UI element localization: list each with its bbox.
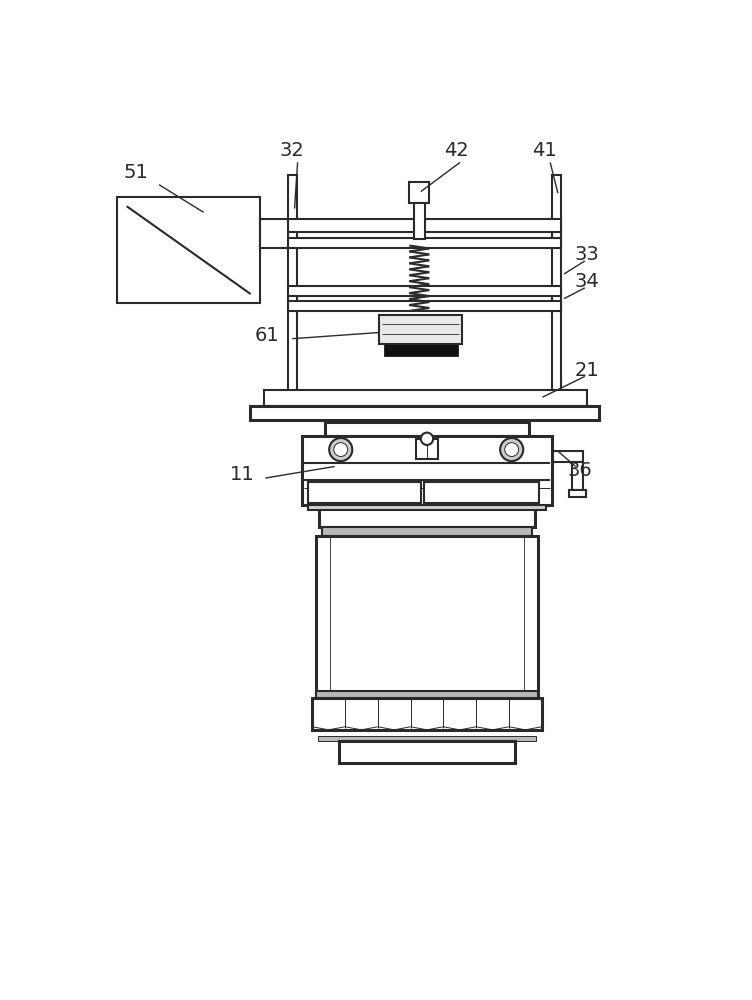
Circle shape [505,443,519,456]
Bar [326,422,529,436]
Bar [424,482,539,503]
Bar [384,344,458,356]
Text: 51: 51 [123,163,148,182]
Text: 41: 41 [532,141,556,160]
Text: 42: 42 [444,141,468,160]
Text: 21: 21 [575,361,599,380]
Bar [323,527,532,536]
Circle shape [500,438,523,461]
Bar [288,238,561,248]
Bar [264,389,587,406]
Bar [250,406,599,420]
Text: 61: 61 [254,326,279,345]
Bar [288,286,561,296]
Bar [572,462,583,490]
Bar [260,219,288,248]
Bar [339,741,515,763]
Text: 11: 11 [230,465,255,484]
Bar [308,482,421,503]
Bar [319,505,535,527]
Bar [312,698,541,730]
Bar [117,197,260,303]
Text: 34: 34 [575,272,599,291]
Bar [569,490,586,497]
Bar [318,736,535,741]
Bar [409,182,429,203]
Text: 32: 32 [280,141,305,160]
Bar [288,219,561,232]
Circle shape [421,433,433,445]
Circle shape [329,438,352,461]
Bar [288,175,297,420]
Bar [379,315,462,344]
Text: 36: 36 [567,461,592,480]
Bar [553,451,583,462]
Bar [302,436,552,505]
Bar [308,505,545,510]
Bar [316,536,538,704]
Circle shape [334,443,347,456]
Bar [316,691,538,698]
Text: 33: 33 [575,245,599,264]
Bar [416,439,438,459]
Bar [288,301,561,311]
Bar [414,203,425,239]
Bar [553,175,561,420]
